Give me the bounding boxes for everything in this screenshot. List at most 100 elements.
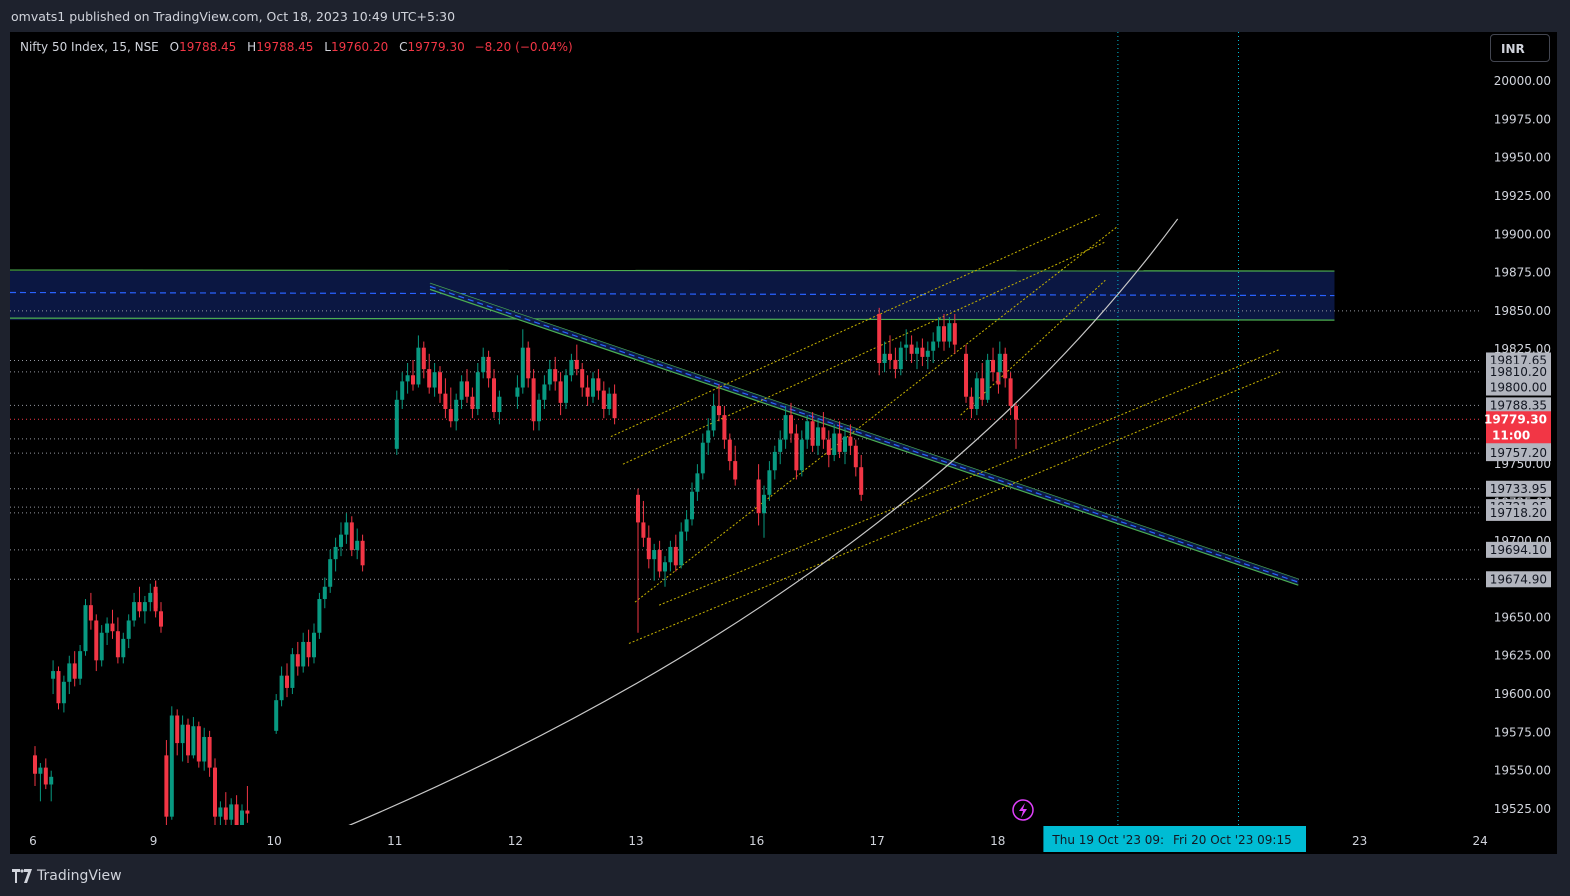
symbol-label: Nifty 50 Index, 15, NSE xyxy=(20,40,159,54)
candle-body xyxy=(920,347,925,357)
price-label: 19757.20 xyxy=(1490,446,1547,460)
price-label: 19694.10 xyxy=(1490,543,1547,557)
price-tick-label: 20000.00 xyxy=(1494,74,1551,88)
candle-body xyxy=(531,378,536,422)
candle-body xyxy=(202,736,207,762)
high-value: 19788.45 xyxy=(256,40,314,54)
candle-body xyxy=(931,341,936,351)
candle-body xyxy=(196,726,201,762)
candle-body xyxy=(274,700,279,731)
candle-body xyxy=(991,359,996,373)
candle-body xyxy=(72,663,77,679)
candle-body xyxy=(213,767,217,817)
candle-body xyxy=(99,632,104,661)
candle-body xyxy=(115,631,120,658)
candle-body xyxy=(164,755,169,817)
candle-body xyxy=(279,675,284,701)
published-info: omvats1 published on TradingView.com, Oc… xyxy=(11,9,456,24)
candle-body xyxy=(61,681,66,704)
candle-body xyxy=(733,461,738,480)
time-tick-label: 23 xyxy=(1352,834,1367,848)
candle-body xyxy=(778,439,783,452)
bottom-bar: TradingView xyxy=(0,856,1570,896)
candle-body xyxy=(290,654,295,688)
candle-body xyxy=(448,408,453,422)
close-value: 19779.30 xyxy=(407,40,465,54)
supply-zone-mid-line xyxy=(10,291,1335,297)
time-axis-area xyxy=(10,825,1557,854)
candle-body xyxy=(767,470,772,495)
candle-body xyxy=(915,347,919,354)
candle-body xyxy=(56,671,61,704)
candle-body xyxy=(339,534,343,547)
price-label-box xyxy=(1486,445,1551,462)
descending-channel-fill xyxy=(429,283,1299,586)
parabolic-curve xyxy=(333,218,1179,833)
candle-body xyxy=(888,353,892,360)
last-price-label: 19779.30 xyxy=(1484,412,1547,426)
candle-body xyxy=(591,378,595,397)
price-label: 19733.95 xyxy=(1490,482,1547,496)
candle-body xyxy=(459,381,464,400)
rising-channel-line-1 xyxy=(634,226,1118,603)
candle-body xyxy=(853,445,858,468)
price-tick-label: 19575.00 xyxy=(1494,725,1551,739)
chart-area[interactable]: 20000.00 19975.00 19950.00 19925.00 19900.00… xyxy=(10,32,1557,854)
candle-body xyxy=(668,546,673,563)
candle-body xyxy=(996,372,1001,385)
rising-channel-line-2 xyxy=(610,213,1100,438)
candle-body xyxy=(717,405,721,416)
tradingview-brand[interactable]: TradingView xyxy=(12,868,122,884)
time-tick-label: 6 xyxy=(29,834,37,848)
candle-body xyxy=(49,776,54,785)
candle-body xyxy=(837,433,842,452)
candle-body xyxy=(137,602,142,612)
candle-body xyxy=(159,611,163,627)
candle-body xyxy=(805,421,810,440)
candle-body xyxy=(612,393,617,419)
candle-body xyxy=(142,602,147,612)
candle-body xyxy=(317,599,322,633)
candle-body xyxy=(486,356,491,379)
candle-body xyxy=(400,381,405,400)
candle-body xyxy=(580,369,585,388)
time-tick-label: 11 xyxy=(387,834,402,848)
candle-body xyxy=(848,436,853,446)
brand-name: TradingView xyxy=(37,868,122,884)
candle-body xyxy=(942,326,946,342)
time-tick-label: 16 xyxy=(749,834,764,848)
candle-body xyxy=(229,804,234,820)
candle-body xyxy=(105,623,110,633)
candle-body xyxy=(952,323,957,345)
candle-body xyxy=(1003,353,1008,379)
candle-body xyxy=(936,326,941,342)
date-label-box xyxy=(1043,826,1186,852)
candle-body xyxy=(684,519,689,532)
candle-body xyxy=(475,372,480,409)
candle-body xyxy=(706,430,711,443)
candle-body xyxy=(772,451,777,471)
candle-body xyxy=(762,494,766,514)
rising-channel-line-6 xyxy=(960,279,1106,416)
last-price-countdown: 11:00 xyxy=(1492,428,1530,442)
descending-channel-lower xyxy=(429,288,1299,586)
price-tick-label: 19625.00 xyxy=(1494,649,1551,663)
candle-body xyxy=(794,433,799,471)
candle-body xyxy=(191,726,196,756)
candle-body xyxy=(964,353,969,397)
time-tick-label: 24 xyxy=(1473,834,1488,848)
candle-body xyxy=(925,350,930,357)
price-label: 19788.35 xyxy=(1490,398,1547,412)
candle-body xyxy=(245,810,250,814)
candle-body xyxy=(328,559,333,587)
candle-body xyxy=(405,375,410,382)
candle-body xyxy=(481,356,486,373)
candle-body xyxy=(83,605,88,652)
price-chart[interactable]: 20000.00 19975.00 19950.00 19925.00 19900.00… xyxy=(10,32,1557,854)
price-tick-label: 19650.00 xyxy=(1494,610,1551,624)
ohlc-legend: Nifty 50 Index, 15, NSE O19788.45 H19788… xyxy=(20,40,573,54)
candle-body xyxy=(234,804,239,826)
currency-button[interactable]: INR xyxy=(1490,34,1550,62)
candle-body xyxy=(333,546,338,560)
candle-body xyxy=(110,623,115,632)
